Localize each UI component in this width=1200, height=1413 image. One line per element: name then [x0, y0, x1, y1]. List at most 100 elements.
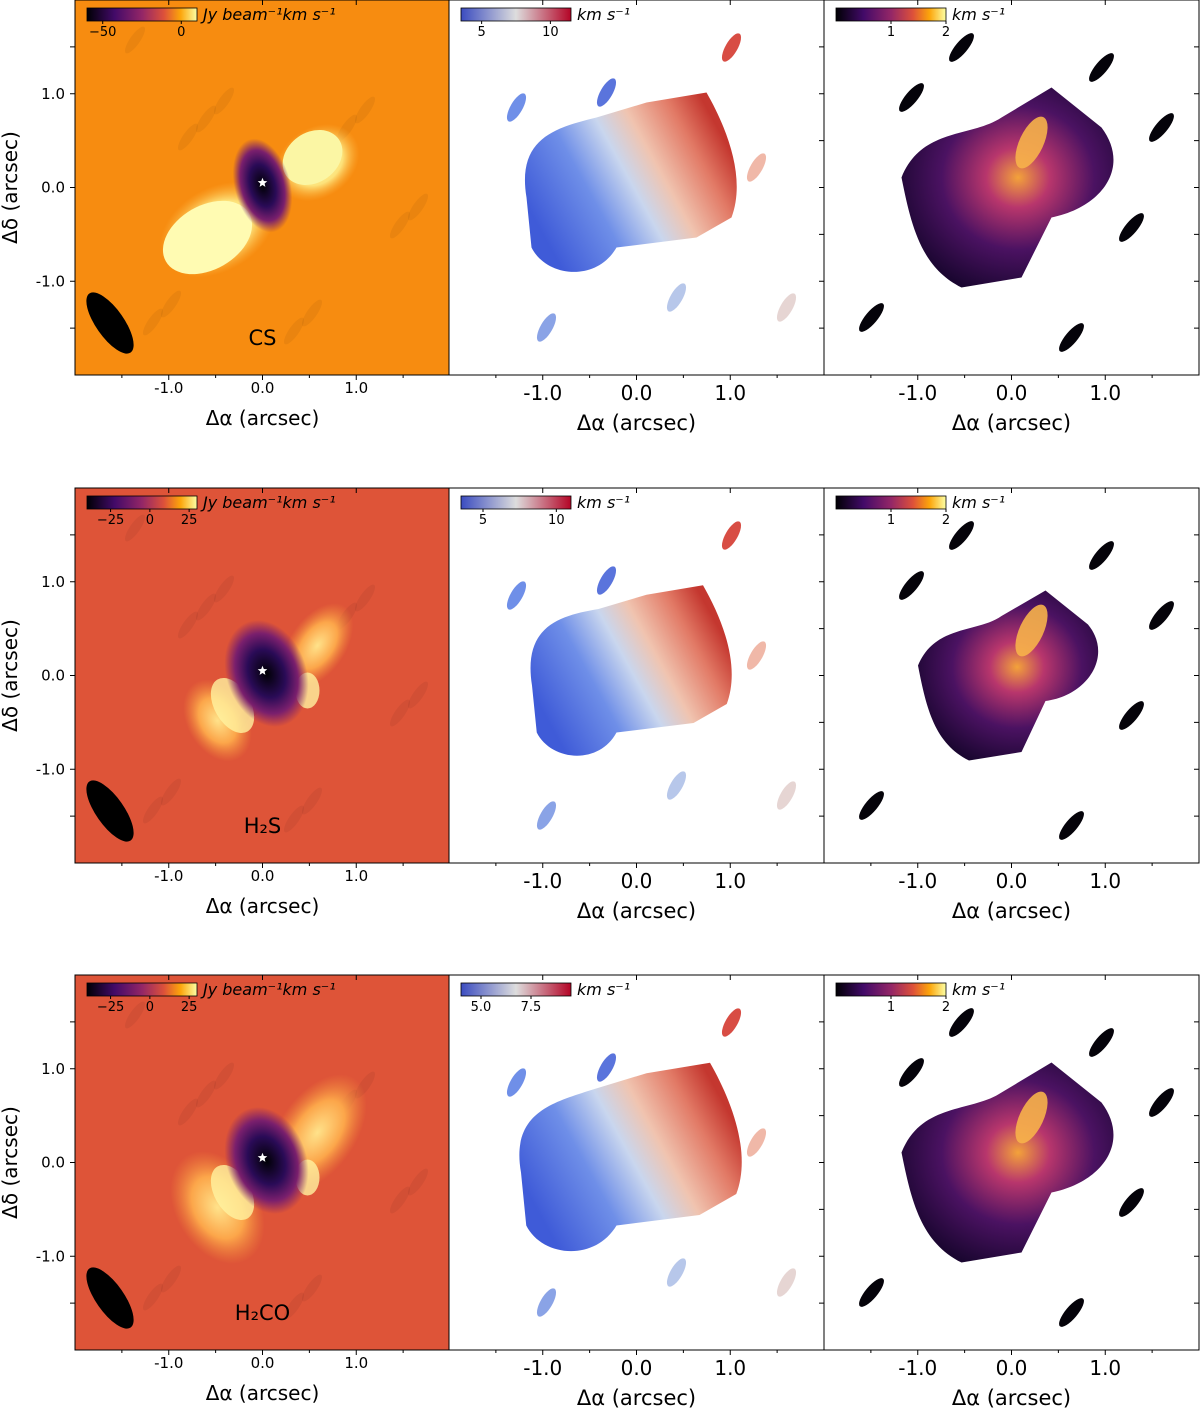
- x-axis-label: Δα (arcsec): [577, 899, 696, 923]
- beam-ellipse: [86, 292, 134, 354]
- dispersion-noise-blob: [949, 33, 974, 62]
- noise-blob: [407, 193, 429, 221]
- panel-h2co-col1: -1.0 0.0 1.0 Δα (arcsec) 5.0 7.5 km s⁻¹: [448, 974, 825, 1410]
- map-content: [449, 975, 824, 1350]
- dispersion-noise-blob: [859, 1278, 884, 1307]
- map-content: [824, 488, 1199, 863]
- dispersion-noise-blob: [1059, 323, 1084, 352]
- x-tick-label: 1.0: [1089, 1356, 1121, 1380]
- x-axis-label: Δα (arcsec): [952, 411, 1071, 435]
- colorbar-tick-label: 1: [887, 1000, 895, 1015]
- beam-ellipse: [86, 1267, 134, 1329]
- velocity-noise-blob: [776, 1268, 797, 1297]
- dispersion-noise-blob: [1119, 213, 1144, 242]
- dispersion-noise-blob: [1149, 113, 1174, 142]
- velocity-noise-blob: [506, 1068, 527, 1097]
- emission-core-sw: [162, 200, 253, 275]
- dispersion-peak: [1015, 116, 1048, 169]
- x-tick-label: -1.0: [898, 869, 937, 893]
- y-tick-label: 1.0: [41, 1060, 65, 1078]
- noise-blob: [177, 123, 199, 151]
- x-tick-label: 0.0: [996, 869, 1028, 893]
- star-marker: [257, 1152, 268, 1162]
- noise-blob: [177, 611, 199, 639]
- colorbar: [86, 982, 198, 997]
- noise-blob: [142, 308, 164, 336]
- colorbar-label: km s⁻¹: [577, 493, 630, 512]
- x-axis-label: Δα (arcsec): [206, 406, 320, 430]
- velocity-noise-blob: [666, 1258, 687, 1287]
- dispersion-noise-blob: [1059, 1298, 1084, 1327]
- velocity-noise-blob: [776, 293, 797, 322]
- noise-blob: [124, 514, 146, 542]
- y-tick-label: 1.0: [41, 573, 65, 591]
- noise-blob: [301, 299, 323, 327]
- noise-blob: [160, 778, 182, 806]
- velocity-field: [519, 1062, 742, 1252]
- colorbar-tick-label: 5: [479, 513, 487, 528]
- colorbar-label: Jy beam⁻¹km s⁻¹: [200, 5, 336, 24]
- y-tick-label: -1.0: [36, 272, 65, 290]
- noise-blob: [389, 699, 411, 727]
- noise-blob: [124, 1001, 146, 1029]
- x-axis-label: Δα (arcsec): [206, 894, 320, 918]
- noise-blob: [213, 575, 235, 603]
- x-axis-label: Δα (arcsec): [206, 1381, 320, 1405]
- x-tick-label: 0.0: [251, 867, 275, 885]
- x-tick-label: 1.0: [714, 381, 746, 405]
- dispersion-noise-blob: [1089, 53, 1114, 82]
- dispersion-peak: [1015, 1091, 1048, 1144]
- noise-blob: [213, 1062, 235, 1090]
- noise-blob: [142, 796, 164, 824]
- x-tick-label: -1.0: [523, 1356, 562, 1380]
- star-marker: [257, 177, 268, 187]
- velocity-noise-blob: [506, 581, 527, 610]
- panel-cs-col0: CS -1.0 0.0 1.0 1.0 0.0 -1.0 Δδ (arcsec) Δα (arc…: [0, 0, 451, 430]
- x-tick-label: 1.0: [344, 867, 368, 885]
- x-tick-label: 0.0: [251, 379, 275, 397]
- noise-blob: [160, 290, 182, 318]
- dispersion-noise-blob: [949, 1008, 974, 1037]
- velocity-noise-blob: [596, 78, 617, 107]
- colorbar-tick-label: 10: [542, 25, 559, 40]
- velocity-noise-blob: [721, 521, 742, 550]
- x-tick-label: -1.0: [898, 381, 937, 405]
- x-tick-label: 1.0: [714, 1356, 746, 1380]
- colorbar: [460, 7, 572, 22]
- dispersion-noise-blob: [1119, 701, 1144, 730]
- dispersion-noise-blob: [1149, 1088, 1174, 1117]
- colorbar: [460, 982, 572, 997]
- x-tick-label: -1.0: [523, 381, 562, 405]
- dispersion-noise-blob: [1089, 1028, 1114, 1057]
- colorbar-tick-label: 0: [177, 25, 185, 40]
- noise-blob: [283, 317, 305, 345]
- noise-blob: [213, 87, 235, 115]
- colorbar-tick-label: 25: [181, 1000, 198, 1015]
- colorbar-tick-label: −25: [97, 1000, 124, 1015]
- velocity-noise-blob: [746, 641, 767, 670]
- colorbar-tick-label: 2: [942, 25, 950, 40]
- colorbar-tick-label: 2: [942, 513, 950, 528]
- velocity-noise-blob: [666, 283, 687, 312]
- dispersion-noise-blob: [1119, 1188, 1144, 1217]
- x-tick-label: 1.0: [344, 1354, 368, 1372]
- velocity-noise-blob: [596, 1053, 617, 1082]
- map-content: [449, 0, 824, 375]
- velocity-noise-blob: [666, 771, 687, 800]
- dispersion-noise-blob: [1149, 601, 1174, 630]
- x-axis-label: Δα (arcsec): [952, 1386, 1071, 1409]
- velocity-noise-blob: [776, 781, 797, 810]
- emission-core-ne: [282, 129, 343, 186]
- panel-h2s-col0: H₂S -1.0 0.0 1.0 1.0 0.0 -1.0 Δδ (arcsec) Δα (ar…: [0, 487, 451, 918]
- colorbar: [86, 7, 198, 22]
- dispersion-noise-blob: [899, 83, 924, 112]
- colorbar-tick-label: 10: [548, 513, 565, 528]
- panel-h2s-col2: -1.0 0.0 1.0 Δα (arcsec) 1 2km s⁻¹: [823, 487, 1200, 923]
- y-tick-label: -1.0: [36, 760, 65, 778]
- noise-blob: [195, 593, 217, 621]
- velocity-field: [530, 585, 732, 756]
- colorbar: [835, 495, 947, 510]
- noise-blob: [124, 26, 146, 54]
